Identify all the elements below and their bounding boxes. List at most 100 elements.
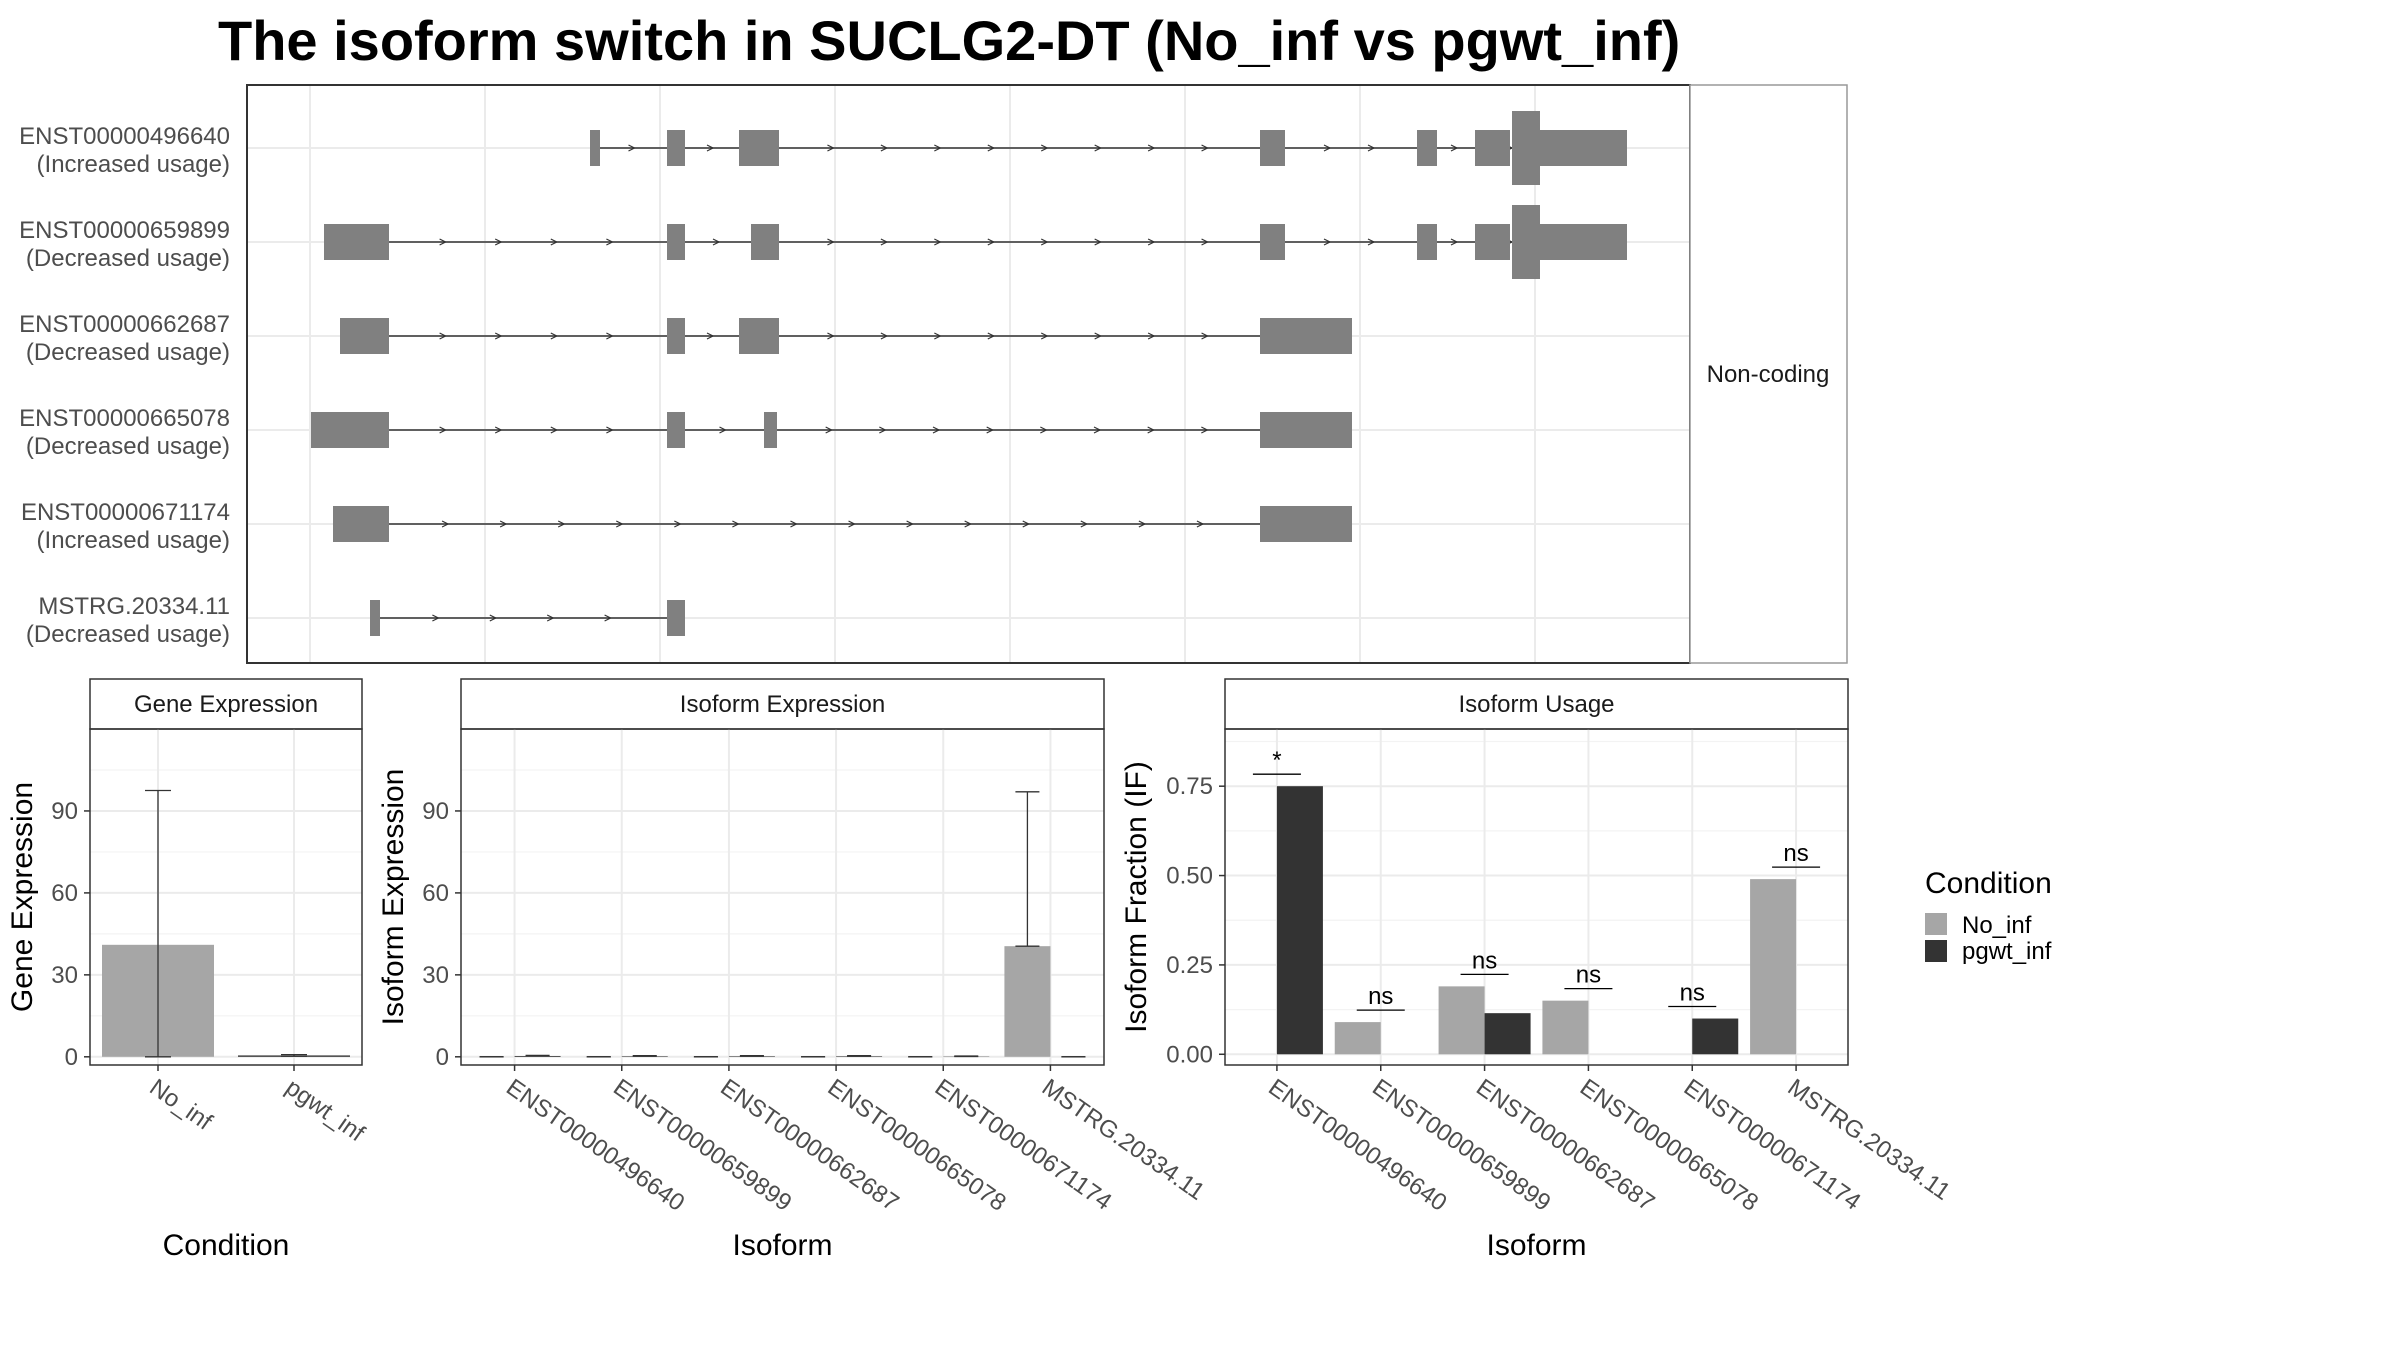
y-tick-label: 90 bbox=[422, 798, 449, 825]
intron-arrow bbox=[494, 238, 503, 246]
intron-arrow bbox=[880, 238, 889, 246]
intron-arrow bbox=[439, 238, 447, 246]
y-tick-label: 0 bbox=[65, 1044, 78, 1071]
intron-arrow bbox=[1094, 332, 1103, 340]
y-tick-label: 90 bbox=[51, 798, 78, 825]
facet-strip bbox=[1689, 84, 1848, 664]
x-tick-label: ENST00000496640 bbox=[1263, 1074, 1451, 1217]
panel-strip-title: Isoform Expression bbox=[680, 691, 885, 718]
x-tick-label: ENST00000496640 bbox=[501, 1074, 689, 1217]
exon-block bbox=[1417, 224, 1437, 260]
intron-arrow bbox=[1201, 144, 1209, 152]
intron-arrow bbox=[674, 520, 682, 528]
intron-arrow bbox=[934, 144, 942, 152]
intron-arrow bbox=[986, 426, 995, 434]
facet-strip-label: Non-coding bbox=[1707, 361, 1830, 388]
bar bbox=[1334, 1022, 1381, 1055]
intron-arrow bbox=[825, 426, 834, 434]
x-tick-label: ENST00000659899 bbox=[1367, 1074, 1555, 1217]
exon-block bbox=[1512, 111, 1540, 185]
exon-block bbox=[1540, 224, 1627, 260]
panel-border bbox=[246, 84, 1691, 664]
intron-arrow bbox=[1138, 520, 1147, 528]
intron-arrow bbox=[606, 426, 614, 434]
intron-arrow bbox=[712, 238, 721, 246]
y-tick-label: 30 bbox=[422, 962, 449, 989]
bar bbox=[1484, 1013, 1531, 1055]
intron-arrow bbox=[1040, 238, 1049, 246]
exon-block bbox=[667, 130, 685, 166]
intron-arrow bbox=[550, 332, 559, 340]
intron-arrow bbox=[1094, 238, 1103, 246]
intron-arrow bbox=[489, 614, 498, 622]
x-axis-title: Isoform bbox=[1486, 1229, 1586, 1262]
legend-label: No_inf bbox=[1962, 912, 2032, 939]
intron-arrow bbox=[432, 614, 440, 622]
exon-block bbox=[1475, 224, 1510, 260]
isoform-id-label: ENST00000659899 bbox=[19, 217, 230, 244]
intron-arrow bbox=[934, 238, 942, 246]
intron-arrow bbox=[1147, 144, 1156, 152]
intron-arrow bbox=[706, 144, 715, 152]
exon-block bbox=[1475, 130, 1510, 166]
intron-arrow bbox=[546, 614, 555, 622]
intron-arrow bbox=[848, 520, 856, 528]
exon-block bbox=[764, 412, 777, 448]
exon-block bbox=[1260, 506, 1352, 542]
x-tick-label: ENST00000662687 bbox=[1471, 1074, 1659, 1217]
intron-arrow bbox=[879, 426, 887, 434]
isoform-id-label: ENST00000671174 bbox=[21, 499, 230, 526]
bar bbox=[1276, 786, 1323, 1055]
y-tick-label: 0.00 bbox=[1166, 1041, 1213, 1068]
intron-arrow bbox=[1147, 238, 1156, 246]
exon-block bbox=[1260, 130, 1285, 166]
x-tick-label: pgwt_inf bbox=[281, 1074, 370, 1148]
y-tick-label: 60 bbox=[422, 880, 449, 907]
y-tick-label: 60 bbox=[51, 880, 78, 907]
isoform-id-label: ENST00000496640 bbox=[19, 123, 230, 150]
intron-arrow bbox=[494, 426, 503, 434]
intron-arrow bbox=[1201, 332, 1209, 340]
chart-title: The isoform switch in SUCLG2-DT (No_inf … bbox=[218, 9, 1681, 72]
intron-arrow bbox=[1450, 144, 1459, 152]
intron-arrow bbox=[557, 520, 566, 528]
panel-strip bbox=[89, 678, 363, 730]
intron-arrow bbox=[1080, 520, 1089, 528]
bar bbox=[1438, 986, 1485, 1055]
bar bbox=[1692, 1018, 1739, 1055]
intron-arrow bbox=[987, 144, 996, 152]
x-tick-label: No_inf bbox=[145, 1074, 218, 1136]
bar bbox=[1004, 946, 1051, 1057]
isoform-usage-label: (Decreased usage) bbox=[26, 339, 230, 366]
x-tick-label: ENST00000662687 bbox=[715, 1074, 903, 1217]
intron-arrow bbox=[1040, 144, 1049, 152]
intron-arrow bbox=[827, 144, 835, 152]
intron-arrow bbox=[550, 426, 559, 434]
isoform-id-label: MSTRG.20334.11 bbox=[38, 593, 230, 620]
y-axis-title: Isoform Expression bbox=[377, 769, 410, 1026]
significance-label: * bbox=[1272, 747, 1281, 774]
y-tick-label: 0.50 bbox=[1166, 863, 1213, 890]
exon-block bbox=[311, 412, 389, 448]
significance-label: ns bbox=[1783, 840, 1808, 867]
exon-block bbox=[1540, 130, 1627, 166]
exon-block bbox=[751, 224, 779, 260]
panel-border bbox=[1224, 728, 1849, 1066]
isoform-usage-label: (Decreased usage) bbox=[26, 621, 230, 648]
panel-strip-title: Isoform Usage bbox=[1458, 691, 1614, 718]
intron-arrow bbox=[732, 520, 740, 528]
significance-label: ns bbox=[1472, 947, 1497, 974]
x-tick-label: ENST00000671174 bbox=[1679, 1074, 1866, 1216]
intron-arrow bbox=[615, 520, 624, 528]
isoform-usage-label: (Increased usage) bbox=[37, 151, 230, 178]
y-axis-title: Gene Expression bbox=[6, 782, 39, 1012]
x-axis-title: Condition bbox=[163, 1229, 290, 1262]
exon-block bbox=[1260, 224, 1285, 260]
x-tick-label: ENST00000665078 bbox=[823, 1074, 1011, 1217]
intron-arrow bbox=[1094, 144, 1103, 152]
intron-arrow bbox=[706, 332, 715, 340]
isoform-usage-label: (Decreased usage) bbox=[26, 433, 230, 460]
bar bbox=[1542, 1000, 1589, 1055]
isoform-usage-label: (Increased usage) bbox=[37, 527, 230, 554]
y-axis-title: Isoform Fraction (IF) bbox=[1120, 761, 1153, 1033]
